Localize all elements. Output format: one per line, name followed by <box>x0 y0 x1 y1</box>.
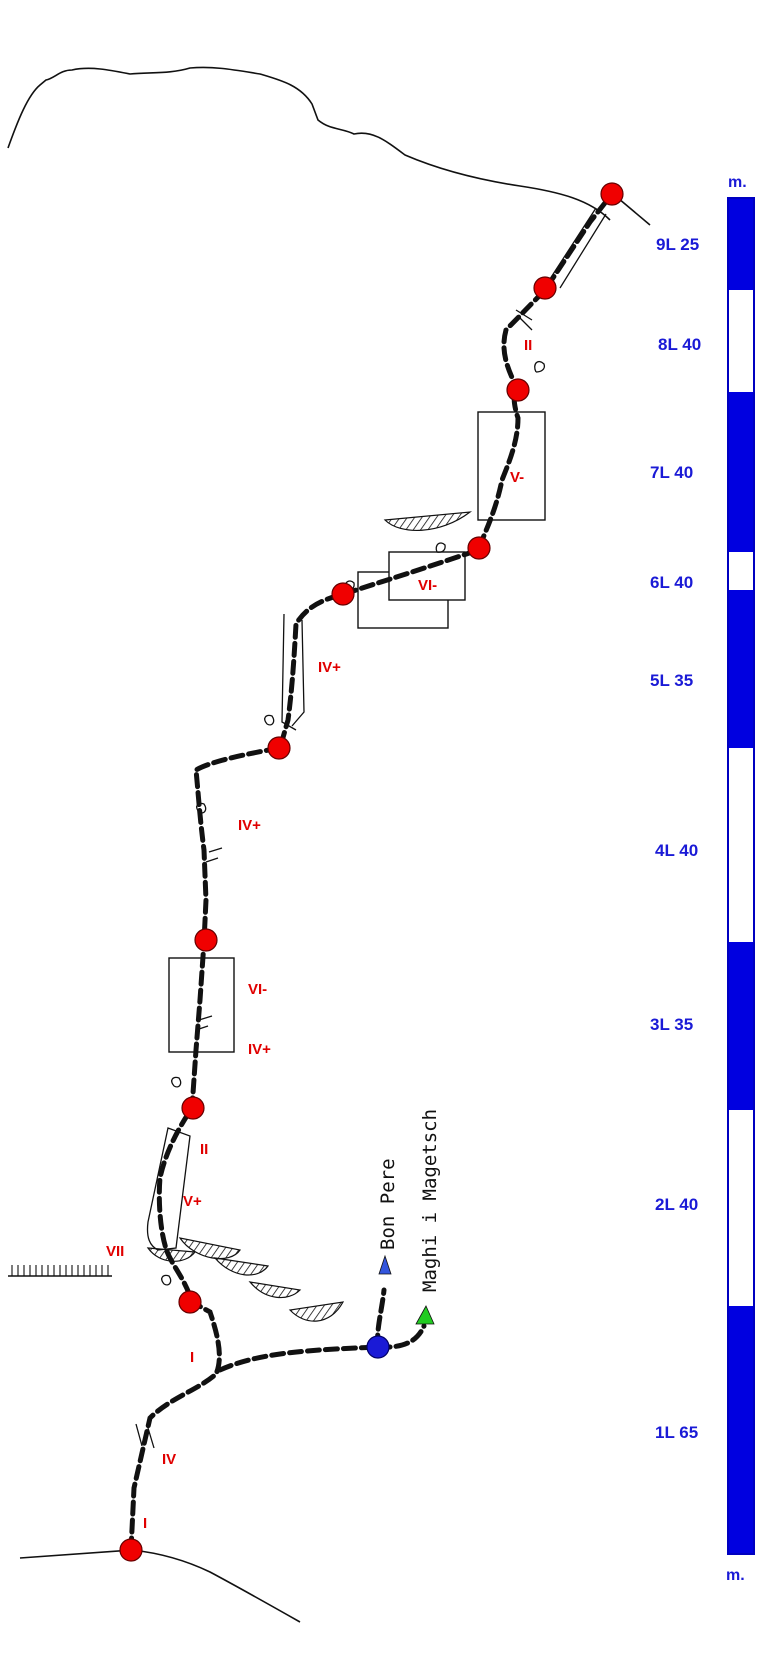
grade-label: VI- <box>248 981 267 998</box>
pitch-label: 6L 40 <box>650 573 693 592</box>
pitch-label: 1L 65 <box>655 1423 698 1442</box>
height-scale <box>727 197 755 1555</box>
maghi-marker <box>415 1305 435 1325</box>
start-station <box>366 1335 390 1359</box>
grade-labels: II V- VI- IV+ IV+ VI- IV+ II V+ VII I IV… <box>106 337 532 1532</box>
grade-label: II <box>524 337 532 354</box>
scale-segment-4l <box>728 748 754 942</box>
chimney-2l <box>146 1127 191 1251</box>
scale-segment-5l <box>728 590 754 748</box>
scale-segment-1l <box>728 1306 754 1554</box>
dihedral-5l-right <box>291 619 305 727</box>
crack-mark-8l <box>515 309 533 331</box>
chimney-top <box>547 207 607 289</box>
crack-mark-1l-a <box>135 1423 143 1447</box>
pitch-label: 8L 40 <box>658 335 701 354</box>
dihedral-5l-left <box>281 613 297 731</box>
scale-segment-2l <box>728 1110 754 1306</box>
pitch-labels: 9L 25 8L 40 7L 40 6L 40 5L 35 4L 40 3L 3… <box>650 235 701 1442</box>
grade-label: II <box>200 1141 208 1158</box>
piton-marks <box>161 360 546 1286</box>
belay-station <box>178 1290 202 1314</box>
pitch-label: 7L 40 <box>650 463 693 482</box>
pitch-label: 4L 40 <box>655 841 698 860</box>
box-7l <box>477 411 546 521</box>
grade-label: VII <box>106 1243 124 1260</box>
belay-station <box>506 378 530 402</box>
scale-unit-bottom: m. <box>726 1567 745 1584</box>
belay-station <box>467 536 491 560</box>
scale-segment-7l <box>728 392 754 552</box>
grade-label: I <box>143 1515 147 1532</box>
route-name-maghi: Maghi i Magetsch <box>419 1109 441 1292</box>
overhang-lower-3 <box>213 1257 270 1276</box>
grade-label: IV <box>162 1451 176 1468</box>
belay-stations <box>119 182 624 1562</box>
ledge-left <box>8 1265 112 1277</box>
summit-ridge <box>7 66 611 221</box>
scale-segment-8l <box>728 290 754 392</box>
grade-label: VI- <box>418 577 437 594</box>
grade-label: IV+ <box>318 659 341 676</box>
scale-segment-9l <box>728 198 754 290</box>
belay-station <box>267 736 291 760</box>
pitch-label: 5L 35 <box>650 671 693 690</box>
pitch-label: 9L 25 <box>656 235 699 254</box>
bon-pere-marker <box>378 1254 392 1275</box>
scale-segment-3l <box>728 942 754 1110</box>
overhang-lower-4 <box>248 1281 302 1299</box>
grade-label: IV+ <box>248 1041 271 1058</box>
route-name-bon-pere: Bon Pere <box>377 1158 399 1250</box>
belay-station <box>600 182 624 206</box>
belay-station <box>533 276 557 300</box>
belay-station <box>119 1538 143 1562</box>
overhang-upper-left <box>383 511 473 531</box>
ground-line <box>19 1549 301 1623</box>
grade-label: V+ <box>183 1193 202 1210</box>
belay-station <box>194 928 218 952</box>
grade-label: V- <box>510 469 524 486</box>
belay-station <box>331 582 355 606</box>
overhang-lower-5 <box>288 1301 345 1322</box>
grade-label: IV+ <box>238 817 261 834</box>
scale-unit-top: m. <box>728 174 747 191</box>
grade-label: I <box>190 1349 194 1366</box>
scale-segment-6l <box>728 552 754 590</box>
pitch-label: 2L 40 <box>655 1195 698 1214</box>
belay-station <box>181 1096 205 1120</box>
route-start-approach <box>217 1344 381 1373</box>
pitch-label: 3L 35 <box>650 1015 693 1034</box>
